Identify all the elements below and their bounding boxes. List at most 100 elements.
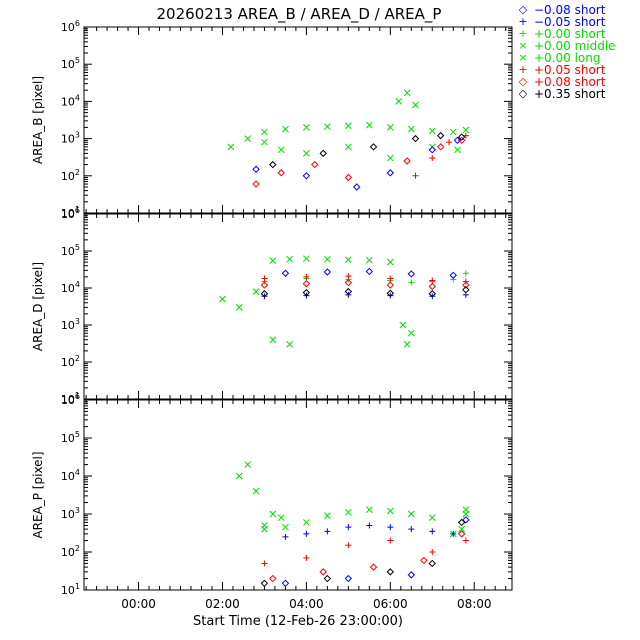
data-point [324,512,331,520]
data-point [429,277,436,284]
y-tick-label: 104 [61,93,80,108]
y-tick-label: 102 [61,354,80,369]
data-point [323,268,332,276]
data-point [403,157,411,165]
data-point [450,276,457,283]
data-point [407,329,415,337]
data-point [365,267,374,276]
data-point [261,522,268,529]
data-point [365,256,373,264]
y-tick-label: 104 [61,468,80,483]
data-point [366,522,373,529]
data-point [386,258,394,266]
data-point [344,509,352,516]
data-point [428,282,436,291]
chart-title: 20260213 AREA_B / AREA_D / AREA_P [157,5,442,24]
data-point [345,273,352,280]
legend-entry: × +0.00 long [516,51,616,65]
data-point [462,506,470,514]
data-point [446,139,453,146]
data-point [303,554,310,561]
series [261,273,469,285]
data-point [252,165,260,173]
data-point [428,146,436,154]
legend-marker-icon: ◇ [518,3,528,16]
data-point [302,172,311,180]
data-point [235,303,243,311]
data-point [386,568,395,576]
legend-label: +0.05 short [534,63,606,77]
data-point [387,275,394,282]
data-point [449,271,457,280]
data-point [457,133,466,141]
legend-label: +0.35 short [534,87,606,101]
data-point [235,472,243,480]
data-point [462,281,470,289]
series [261,121,470,136]
panel-2: 101 102 103 104 105 106 AREA_D [pixel] [31,206,513,406]
data-point [365,121,373,129]
data-point [277,169,285,177]
data-point [386,289,395,297]
data-point [302,280,311,288]
legend-label: −0.08 short [534,3,606,17]
series [260,518,466,588]
legend-entry: ◇ +0.35 short [516,87,616,101]
legend-marker-icon: ◇ [518,87,528,100]
data-point [281,269,290,277]
x-tick-label: 00:00 [121,597,156,611]
data-point [386,154,394,162]
y-tick-label: 102 [61,168,80,183]
y-tick-label: 105 [61,430,80,445]
legend-label: +0.00 long [534,51,601,65]
series [252,136,462,191]
data-point [269,574,277,583]
data-point [311,160,319,169]
data-point [261,138,268,146]
plot-frame [83,213,513,400]
data-point [282,125,289,133]
data-point [303,255,310,263]
y-axis-label: AREA_D [pixel] [31,262,45,351]
data-point [429,528,436,535]
data-point [324,255,331,263]
data-point [261,128,268,136]
data-point [458,525,466,533]
plot-frame [83,399,513,591]
series [261,270,469,286]
data-point [302,288,311,297]
y-axis-label: AREA_B [pixel] [31,76,45,164]
legend-marker-icon: + [518,27,528,40]
y-tick-label: 105 [61,243,80,258]
data-point [319,568,327,576]
data-point [387,537,394,544]
data-point [386,169,395,177]
y-tick-label: 101 [61,205,80,220]
data-point [457,530,466,538]
series [269,131,466,169]
series [227,89,461,162]
data-point [261,560,268,567]
data-point [369,143,378,151]
data-point [319,149,327,158]
y-tick-label: 103 [61,506,80,521]
legend-marker-icon: + [518,15,528,28]
legend-label: +0.00 short [534,27,606,41]
data-point [303,530,310,537]
data-point [403,340,411,348]
data-point [436,143,445,151]
y-tick-label: 103 [61,317,80,332]
data-point [277,514,285,522]
data-point [399,321,407,329]
data-point [286,340,293,348]
y-axis-label: AREA_P [pixel] [31,451,45,538]
data-point [436,131,445,140]
series [252,136,466,188]
data-point [387,524,394,531]
data-point [303,124,310,131]
data-point [457,518,466,527]
data-point [395,98,403,105]
data-point [412,172,419,179]
data-point [408,279,415,286]
